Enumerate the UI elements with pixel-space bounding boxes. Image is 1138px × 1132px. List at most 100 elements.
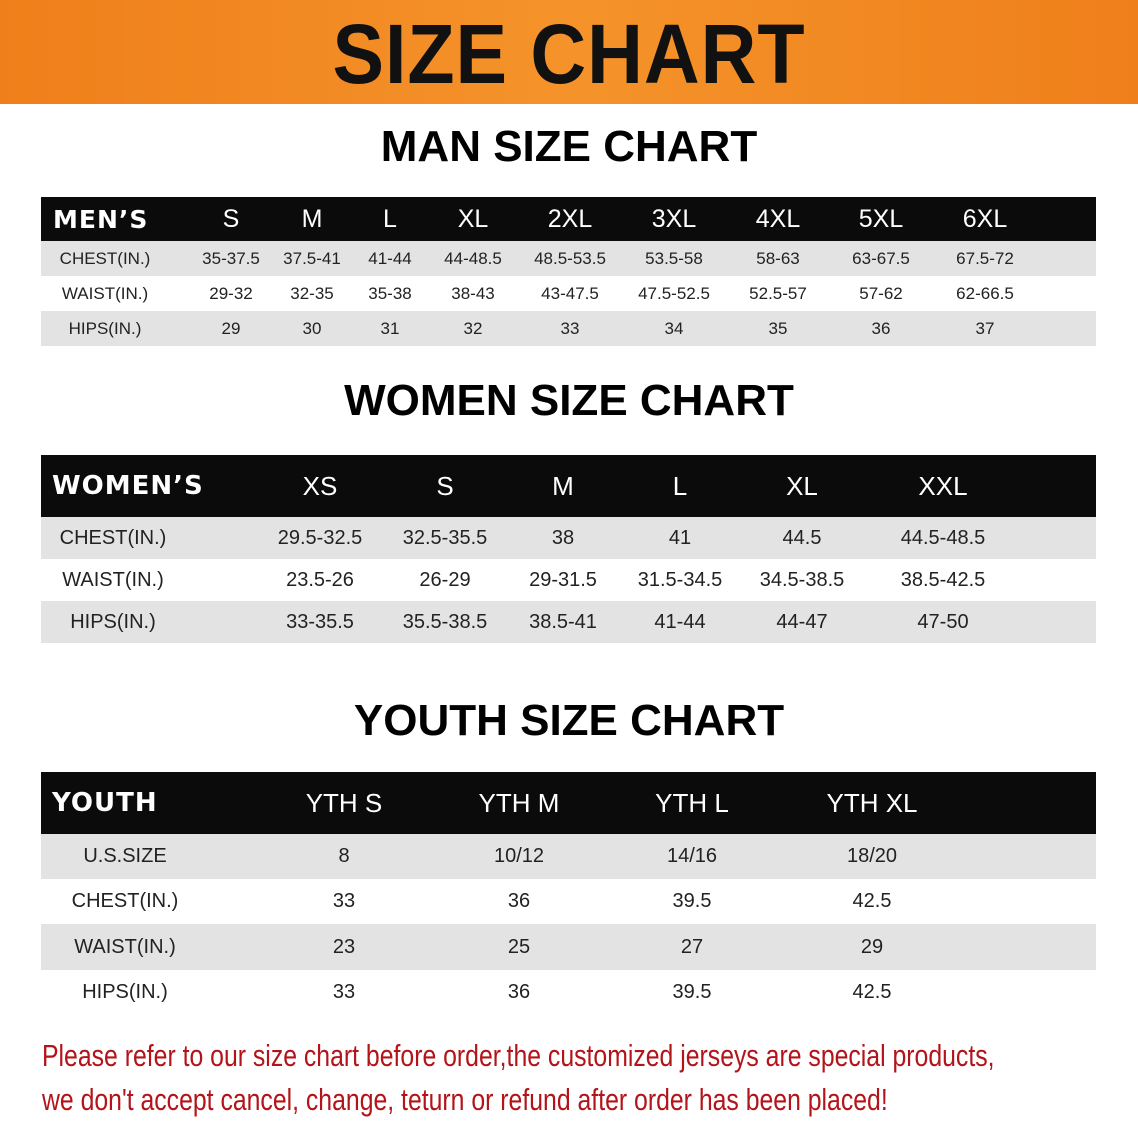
banner-title: SIZE CHART bbox=[332, 7, 806, 101]
table-cell: 10/12 bbox=[493, 845, 545, 867]
size-header: S bbox=[222, 204, 240, 233]
table-cell: 23.5-26 bbox=[286, 568, 354, 591]
table-cell: 31 bbox=[380, 318, 400, 338]
table-cell: 29 bbox=[860, 935, 884, 958]
table-cell: 31.5-34.5 bbox=[637, 568, 723, 591]
table-cell: 38.5-42.5 bbox=[900, 568, 986, 591]
table-cell: 48.5-53.5 bbox=[534, 248, 606, 268]
row-label: WAIST(IN.) bbox=[74, 935, 176, 958]
table-row: HIPS(IN.) 29 30 31 32 33 34 35 36 37 bbox=[41, 311, 1096, 346]
row-label: CHEST(IN.) bbox=[59, 526, 167, 549]
table-cell: 44.5-48.5 bbox=[900, 526, 986, 549]
row-label: CHEST(IN.) bbox=[59, 248, 151, 268]
table-cell: 67.5-72 bbox=[956, 248, 1014, 268]
table-cell: 29.5-32.5 bbox=[277, 526, 363, 549]
table-cell: 14/16 bbox=[666, 845, 718, 867]
table-cell: 36 bbox=[871, 318, 891, 338]
table-cell: 27 bbox=[680, 935, 704, 958]
table-cell: 57-62 bbox=[859, 283, 903, 303]
notice-line-2: we don't accept cancel, change, teturn o… bbox=[42, 1082, 888, 1117]
table-cell: 44-47 bbox=[776, 610, 828, 633]
table-cell: 37 bbox=[975, 318, 995, 338]
notice-line-1: Please refer to our size chart before or… bbox=[42, 1038, 995, 1073]
table-cell: 29-31.5 bbox=[529, 568, 597, 591]
table-cell: 33 bbox=[332, 890, 356, 912]
table-cell: 58-63 bbox=[756, 248, 800, 268]
table-cell: 44-48.5 bbox=[444, 248, 502, 268]
table-cell: 39.5 bbox=[672, 890, 712, 912]
table-row: WAIST(IN.) 23 25 27 29 bbox=[41, 924, 1096, 970]
table-cell: 32-35 bbox=[290, 283, 334, 303]
size-header: YTH S bbox=[305, 787, 383, 818]
size-header: 5XL bbox=[858, 204, 904, 233]
women-section-title: WOMEN SIZE CHART bbox=[344, 376, 794, 425]
table-cell: 63-67.5 bbox=[852, 248, 910, 268]
youth-header-row: YOUTH YTH S YTH M YTH L YTH XL bbox=[41, 772, 1096, 834]
table-cell: 32.5-35.5 bbox=[402, 526, 488, 549]
table-cell: 35 bbox=[768, 318, 788, 338]
table-cell: 29-32 bbox=[209, 283, 253, 303]
men-header-label: MEN’S bbox=[53, 204, 149, 234]
table-cell: 33 bbox=[332, 981, 356, 1003]
size-header: 4XL bbox=[755, 204, 801, 233]
row-label: CHEST(IN.) bbox=[71, 890, 179, 912]
table-cell: 38 bbox=[551, 526, 575, 549]
table-cell: 38-43 bbox=[451, 283, 495, 303]
table-row: WAIST(IN.) 29-32 32-35 35-38 38-43 43-47.5 47.… bbox=[41, 276, 1096, 311]
table-cell: 41 bbox=[668, 526, 692, 549]
table-cell: 32 bbox=[463, 318, 483, 338]
size-header: XL bbox=[786, 470, 818, 501]
size-header: YTH M bbox=[478, 787, 560, 818]
size-header: YTH XL bbox=[826, 787, 918, 818]
table-cell: 43-47.5 bbox=[541, 283, 599, 303]
table-cell: 37.5-41 bbox=[283, 248, 341, 268]
table-row: HIPS(IN.) 33 36 39.5 42.5 bbox=[41, 970, 1096, 1015]
row-label: HIPS(IN.) bbox=[70, 610, 156, 633]
table-cell: 41-44 bbox=[368, 248, 412, 268]
row-label: WAIST(IN.) bbox=[62, 568, 164, 591]
size-header: L bbox=[383, 204, 397, 233]
table-cell: 35.5-38.5 bbox=[402, 610, 488, 633]
table-cell: 47.5-52.5 bbox=[638, 283, 710, 303]
table-cell: 30 bbox=[302, 318, 322, 338]
table-cell: 42.5 bbox=[852, 890, 892, 912]
banner: SIZE CHART bbox=[0, 0, 1138, 104]
table-cell: 44.5 bbox=[782, 526, 822, 549]
table-cell: 38.5-41 bbox=[529, 610, 597, 633]
table-cell: 52.5-57 bbox=[749, 283, 807, 303]
table-row: HIPS(IN.) 33-35.5 35.5-38.5 38.5-41 41-44 44-… bbox=[41, 601, 1096, 643]
size-header: XXL bbox=[918, 470, 968, 501]
men-section-title: MAN SIZE CHART bbox=[380, 122, 758, 171]
table-cell: 29 bbox=[221, 318, 241, 338]
size-header: S bbox=[436, 470, 454, 501]
table-cell: 26-29 bbox=[419, 568, 471, 591]
table-cell: 47-50 bbox=[917, 610, 969, 633]
women-header-label: WOMEN’S bbox=[52, 471, 204, 501]
table-cell: 33-35.5 bbox=[286, 610, 354, 633]
table-row: CHEST(IN.) 29.5-32.5 32.5-35.5 38 41 44.5 44.5… bbox=[41, 517, 1096, 559]
size-header: 6XL bbox=[962, 204, 1008, 233]
table-cell: 33 bbox=[560, 318, 580, 338]
women-header-row: WOMEN’S XS S M L XL XXL bbox=[41, 455, 1096, 517]
table-cell: 18/20 bbox=[846, 845, 898, 867]
row-label: HIPS(IN.) bbox=[68, 318, 142, 338]
table-row: U.S.SIZE 8 10/12 14/16 18/20 bbox=[41, 834, 1096, 879]
table-cell: 39.5 bbox=[672, 981, 712, 1003]
size-header: XS bbox=[302, 470, 338, 501]
table-cell: 36 bbox=[507, 981, 531, 1003]
row-label: WAIST(IN.) bbox=[61, 283, 149, 303]
table-row: WAIST(IN.) 23.5-26 26-29 29-31.5 31.5-34.5 34… bbox=[41, 559, 1096, 601]
table-cell: 42.5 bbox=[852, 981, 892, 1003]
table-cell: 25 bbox=[507, 935, 531, 958]
size-header: L bbox=[672, 470, 688, 501]
table-cell: 23 bbox=[332, 935, 356, 958]
youth-header-label: YOUTH bbox=[52, 788, 158, 818]
table-cell: 41-44 bbox=[654, 610, 706, 633]
size-header: 3XL bbox=[651, 204, 697, 233]
table-cell: 34.5-38.5 bbox=[759, 568, 845, 591]
men-header-row: MEN’S S M L XL 2XL 3XL 4XL 5XL 6XL bbox=[41, 197, 1096, 241]
youth-section-title: YOUTH SIZE CHART bbox=[353, 696, 785, 745]
row-label: HIPS(IN.) bbox=[82, 981, 168, 1003]
size-header: M bbox=[552, 470, 574, 501]
size-header: YTH L bbox=[655, 787, 729, 818]
